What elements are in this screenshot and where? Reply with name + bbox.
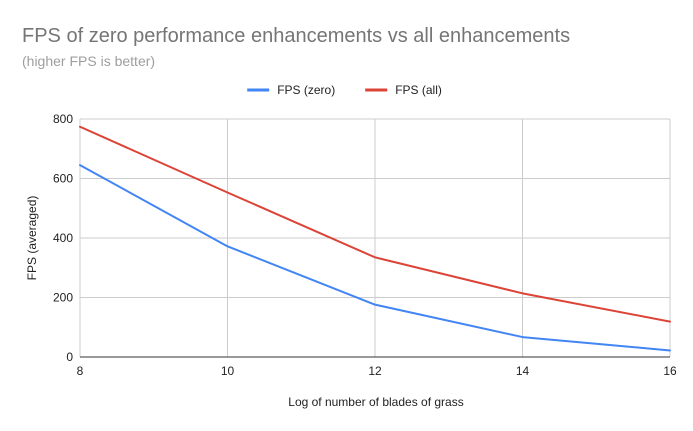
legend-label: FPS (all) <box>395 83 442 97</box>
y-tick-label: 0 <box>66 350 73 364</box>
x-tick-label: 16 <box>663 364 677 378</box>
legend: FPS (zero) FPS (all) <box>247 83 442 97</box>
x-tick-label: 8 <box>77 364 84 378</box>
x-tick-label: 12 <box>368 364 382 378</box>
chart-title: FPS of zero performance enhancements vs … <box>22 25 570 47</box>
y-tick-label: 800 <box>53 112 73 126</box>
y-tick-label: 400 <box>53 231 73 245</box>
series-line-fps-zero <box>79 164 671 352</box>
legend-label: FPS (zero) <box>277 83 335 97</box>
chart-subtitle: (higher FPS is better) <box>22 53 155 69</box>
series-lines <box>79 125 671 352</box>
tick-labels: 0 200 400 600 800 8 10 12 14 16 <box>53 112 677 378</box>
x-axis-title: Log of number of blades of grass <box>288 395 463 409</box>
grid <box>79 118 671 358</box>
x-tick-label: 10 <box>221 364 235 378</box>
y-axis-title: FPS (averaged) <box>25 196 39 281</box>
y-tick-label: 600 <box>53 172 73 186</box>
y-tick-label: 200 <box>53 291 73 305</box>
x-tick-label: 14 <box>516 364 530 378</box>
series-line-fps-all <box>79 125 671 323</box>
